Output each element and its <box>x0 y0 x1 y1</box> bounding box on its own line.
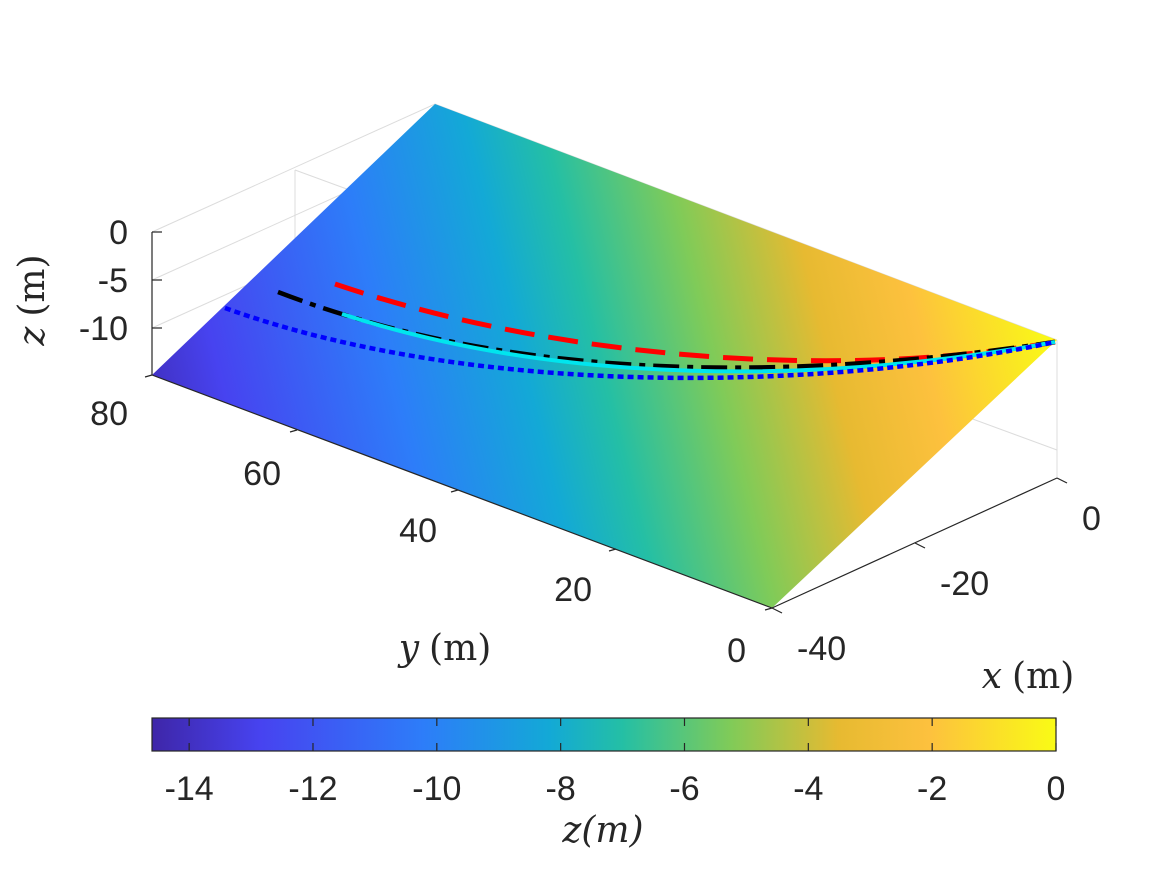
z-axis-label: z(m) <box>12 254 53 346</box>
surface-plane <box>152 104 1057 608</box>
colorbar-tick-label: -8 <box>546 770 576 808</box>
trajectory-lines <box>224 281 1056 381</box>
colorbar-tick-label: -6 <box>669 770 699 808</box>
y-tick-label: 80 <box>90 395 128 433</box>
z-tick-label: 0 <box>109 214 128 252</box>
x-tick-label: 0 <box>1082 500 1101 538</box>
trajectory-dotted <box>224 305 1056 381</box>
trajectory-solid <box>341 312 1056 374</box>
colorbar-label: z(m) <box>561 810 643 851</box>
colorbar-tick-label: -12 <box>288 770 337 808</box>
tick-marks <box>144 231 1068 614</box>
x-tick-label: -20 <box>940 565 989 603</box>
y-axis-label: y (m) <box>397 628 492 669</box>
z-tick-label: -10 <box>79 310 128 348</box>
colorbar-ticks <box>188 718 1057 751</box>
axis-edges <box>151 232 1058 609</box>
colorbar-tick-label: -14 <box>165 770 214 808</box>
y-tick-label: 20 <box>554 571 592 609</box>
colorbar-tick-labels: -14 -12 -10 -8 -6 -4 -2 0 <box>165 770 1066 808</box>
y-tick-label: 40 <box>399 512 437 550</box>
colorbar-tick-label: -4 <box>793 770 823 808</box>
colorbar-tick-label: -10 <box>412 770 461 808</box>
y-tick-label: 60 <box>243 455 281 493</box>
colorbar <box>151 717 1057 752</box>
x-tick-label: -40 <box>797 630 846 668</box>
colorbar-tick-label: -2 <box>917 770 947 808</box>
z-tick-label: -5 <box>98 262 128 300</box>
x-axis-label: x (m) <box>982 656 1075 697</box>
y-tick-label: 0 <box>727 632 746 670</box>
colorbar-tick-label: 0 <box>1047 770 1066 808</box>
